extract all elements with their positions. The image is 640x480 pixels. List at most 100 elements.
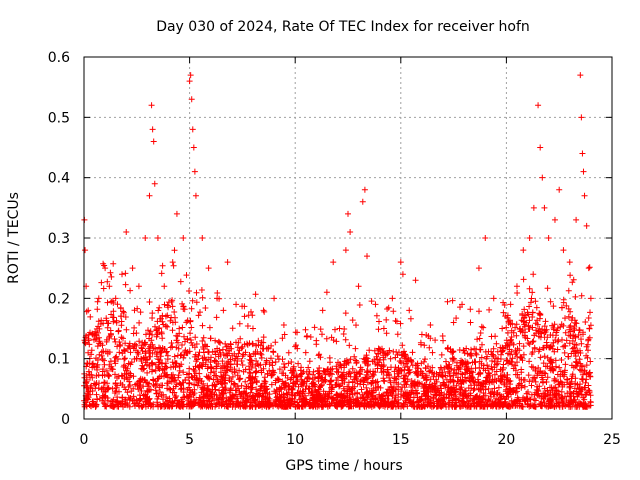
data-point [380,325,387,332]
data-point [271,295,278,302]
data-point [580,168,587,175]
data-point [323,289,330,296]
data-point [475,265,482,272]
data-point [450,319,457,326]
data-point [112,295,119,302]
data-point [560,247,567,254]
data-point [345,210,351,217]
data-point [292,343,299,350]
data-point [142,235,149,241]
dense-sample-cloud [81,247,594,410]
y-tick-label: 0.6 [48,50,70,66]
data-point [577,72,584,79]
data-point [260,307,267,314]
data-point [537,144,544,151]
x-tick-label: 0 [80,432,89,448]
data-point [459,301,466,308]
data-point [364,253,371,260]
y-tick-label: 0.4 [48,171,70,187]
data-point [342,247,349,254]
y-tick-label: 0.3 [48,231,70,247]
data-point [399,271,406,278]
data-point [187,72,194,79]
data-point [281,331,288,338]
data-point [513,283,520,290]
data-point [135,283,142,290]
x-axis-label: GPS time / hours [285,458,402,474]
data-point [526,235,533,241]
data-point [347,228,354,235]
data-point [530,204,537,211]
dense-sample-markers [81,247,594,410]
data-point [233,301,240,308]
data-point [490,295,497,302]
data-point [146,192,153,199]
data-point [397,259,404,266]
data-point [150,138,157,145]
data-point [585,265,592,272]
data-point [541,204,548,211]
tick-labels: 0 5 10 15 20 25 0 0.1 0.2 0.3 0.4 0.5 0.6 [48,50,621,448]
y-tick-label: 0 [61,412,70,428]
data-point [336,325,343,332]
data-point [539,174,546,181]
x-tick-label: 5 [185,432,194,448]
data-point [551,216,558,223]
data-point [102,265,109,272]
data-point [119,271,126,278]
data-point [205,265,212,272]
data-point [188,96,195,103]
data-point [191,168,198,175]
x-tick-label: 20 [497,432,515,448]
data-point [190,144,197,151]
data-point [587,295,594,302]
data-point [467,319,474,326]
data-point [319,307,326,314]
data-point [249,325,256,332]
data-point [169,259,176,266]
data-point [149,126,156,133]
y-axis-label: ROTI / TECUs [6,192,22,284]
data-point [302,349,309,356]
data-point [499,325,506,332]
data-point [418,331,425,338]
data-point [186,78,193,85]
data-point [412,277,419,284]
data-point [535,102,542,109]
data-point [520,247,527,254]
data-point [224,259,231,266]
data-point [579,150,586,157]
grid-lines [84,57,612,419]
data-point [389,295,396,302]
data-point [180,235,187,241]
data-point [566,259,573,266]
data-point [199,235,206,241]
data-point [192,192,199,199]
data-point [583,222,590,229]
data-point [429,349,436,356]
data-point [556,186,563,193]
data-point [330,259,337,266]
data-point [361,186,368,193]
y-tick-label: 0.2 [48,291,70,307]
data-point [151,180,158,187]
x-tick-label: 15 [392,432,410,448]
data-point [89,331,96,338]
data-point [313,337,320,344]
data-point [95,295,102,302]
data-point [359,198,366,205]
data-point [372,301,379,308]
data-point [106,283,113,290]
y-tick-label: 0.5 [48,110,70,126]
data-point [440,337,447,344]
data-point [355,283,362,290]
data-point [581,192,588,199]
data-point [241,313,248,320]
x-tick-label: 25 [603,432,621,448]
data-point [482,235,489,241]
data-point [161,283,168,290]
data-point [545,235,552,241]
data-point [578,114,585,121]
y-tick-label: 0.1 [48,352,70,368]
data-point [129,265,136,272]
